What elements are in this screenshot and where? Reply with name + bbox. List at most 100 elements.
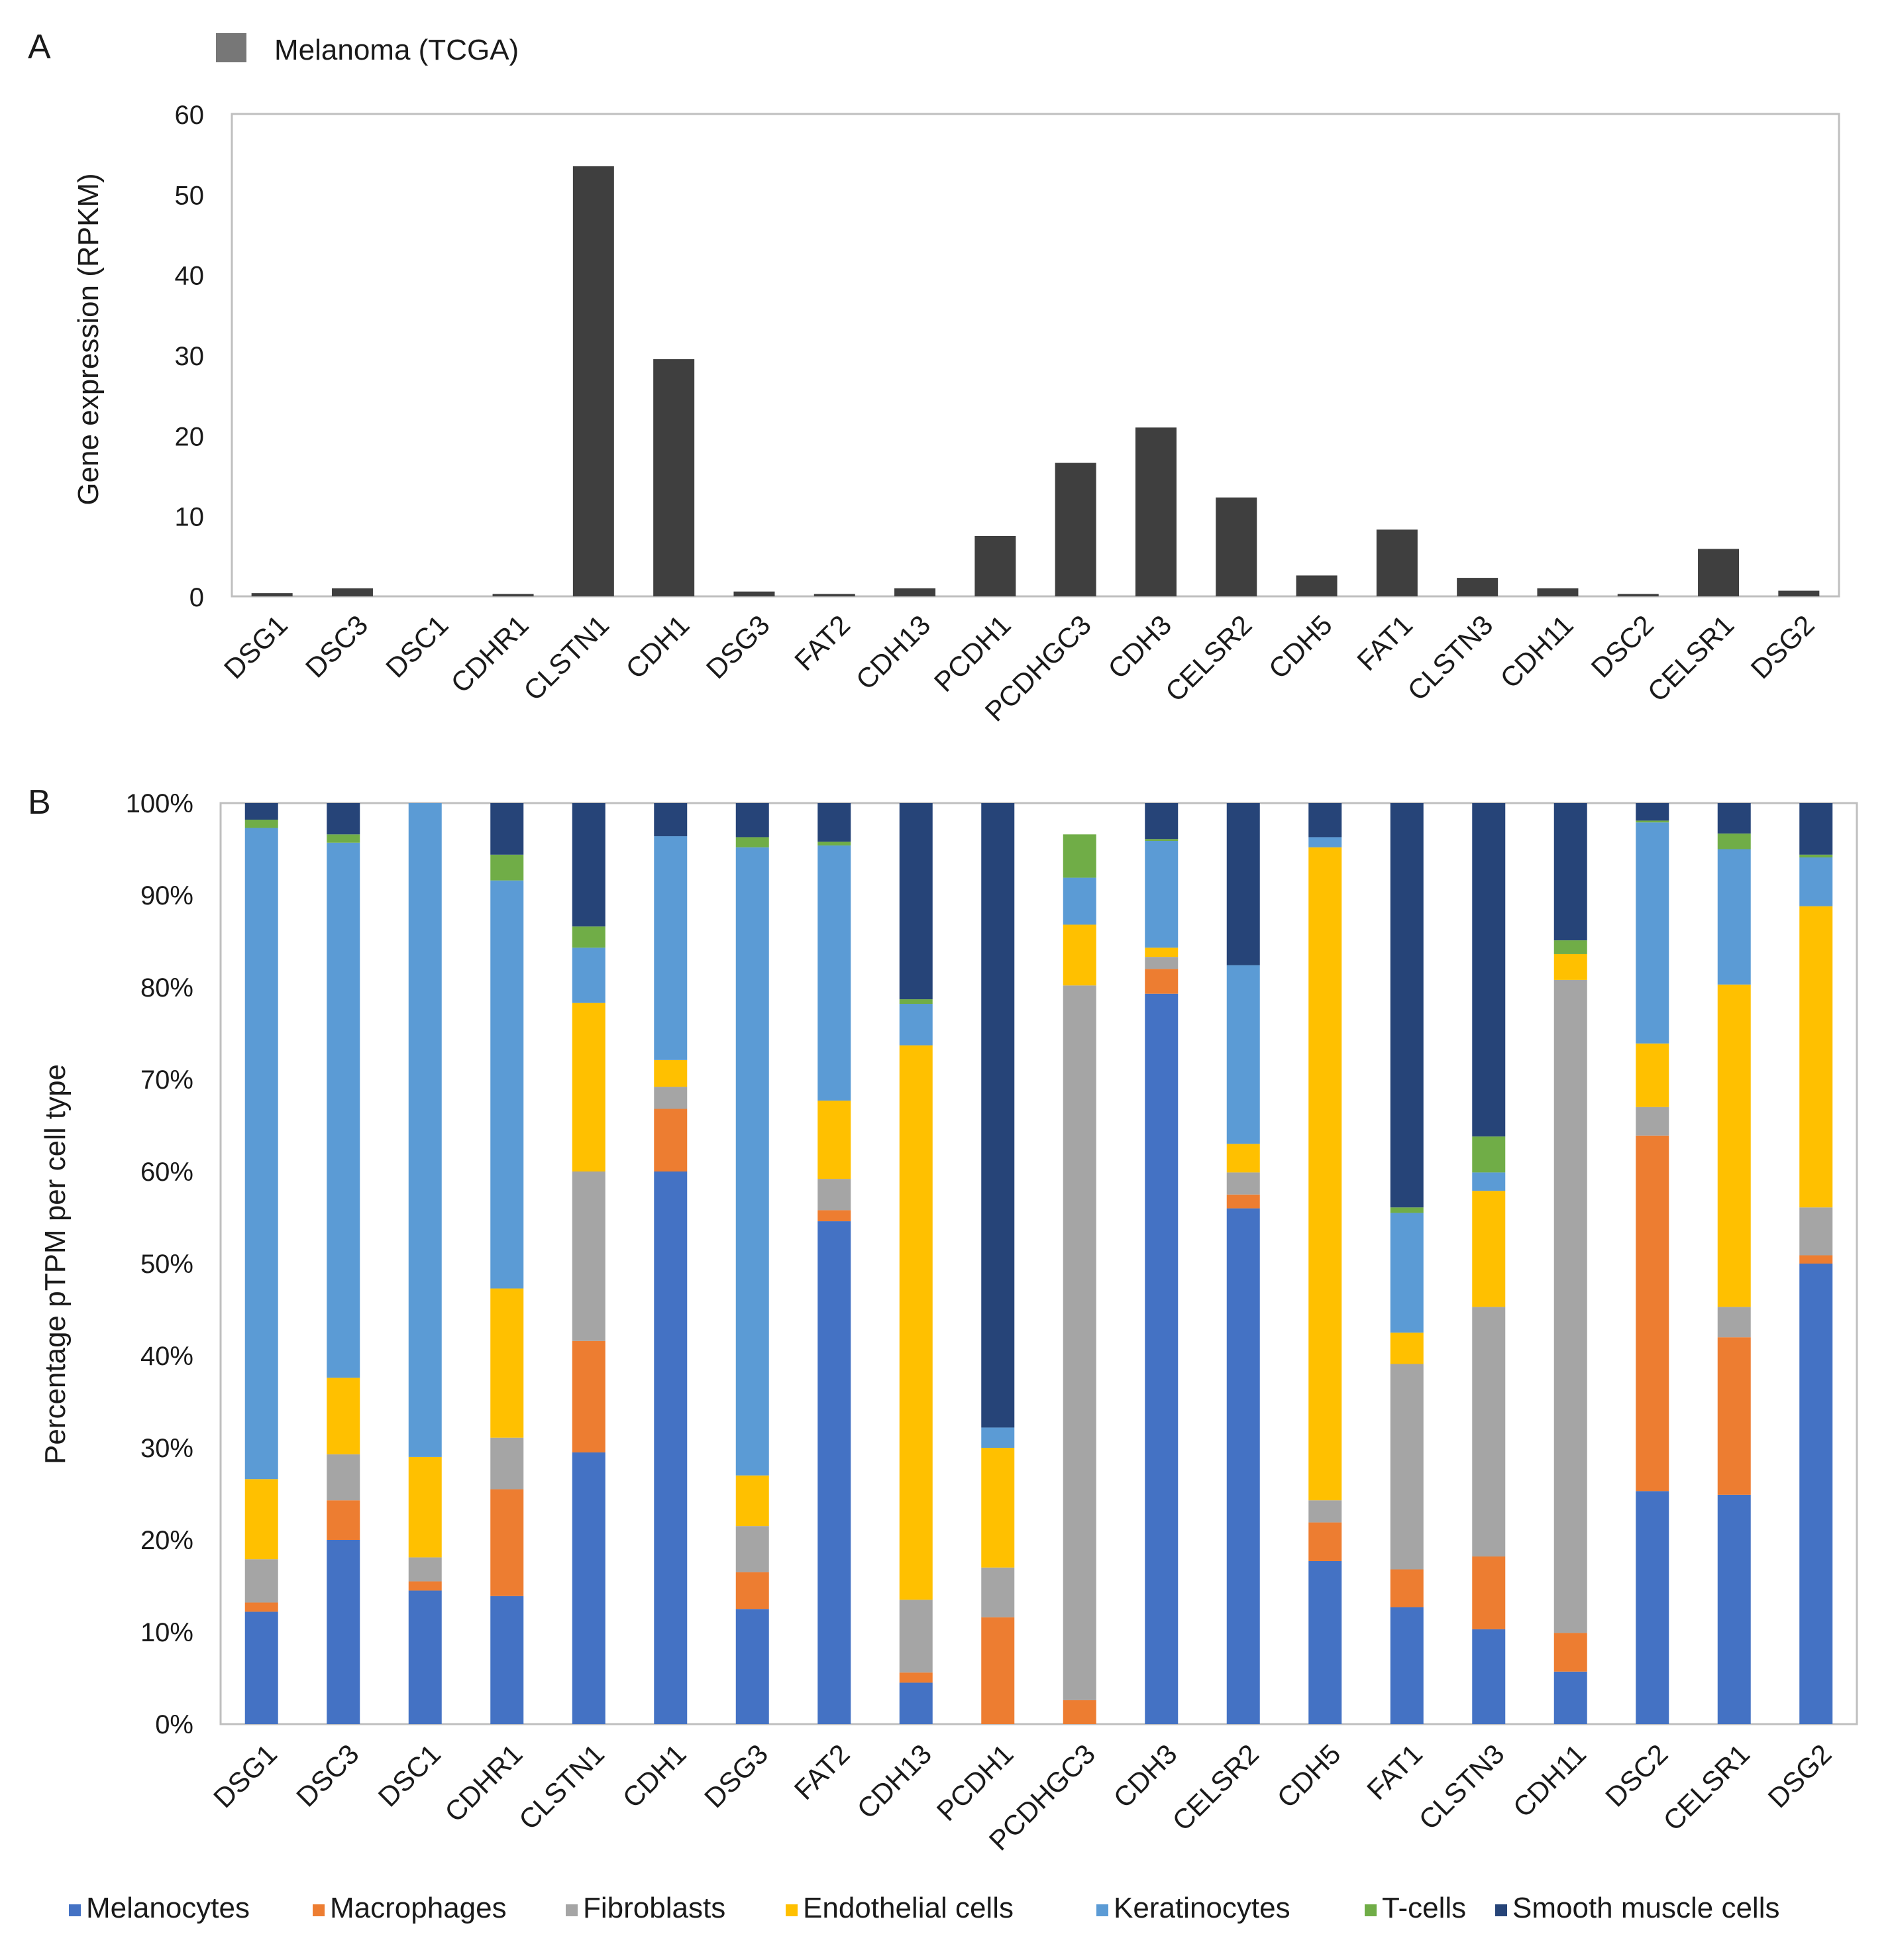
panel-b-segment-cdh11-endothelial-cells bbox=[1553, 953, 1587, 980]
panel-b-x-tick-fat2: FAT2 bbox=[788, 1738, 856, 1806]
panel-b-segment-pcdhgc3-macrophages bbox=[1063, 1700, 1096, 1724]
panel-a-legend-label: Melanoma (TCGA) bbox=[274, 34, 519, 66]
panel-b-segment-cdh3-macrophages bbox=[1145, 969, 1179, 994]
legend-swatch-endothelial-cells bbox=[786, 1904, 798, 1916]
panel-a-bar-fat1 bbox=[1376, 529, 1418, 596]
panel-b-segment-celsr1-melanocytes bbox=[1717, 1494, 1751, 1724]
legend-label-macrophages: Macrophages bbox=[330, 1892, 507, 1924]
panel-b-segment-cdh1-fibroblasts bbox=[654, 1087, 688, 1109]
panel-b-segment-celsr2-macrophages bbox=[1226, 1194, 1260, 1209]
panel-b-segment-cdh5-macrophages bbox=[1308, 1522, 1342, 1561]
panel-b-segment-cdh1-smooth-muscle-cells bbox=[654, 803, 688, 837]
panel-b-segment-dsg1-fibroblasts bbox=[244, 1559, 278, 1603]
panel-b-segment-cdhr1-smooth-muscle-cells bbox=[490, 803, 524, 855]
legend-label-smooth-muscle-cells: Smooth muscle cells bbox=[1512, 1892, 1779, 1924]
panel-b-segment-cdhr1-fibroblasts bbox=[490, 1437, 524, 1490]
panel-b-segment-pcdh1-endothelial-cells bbox=[981, 1448, 1015, 1568]
panel-b-segment-pcdhgc3-keratinocytes bbox=[1063, 877, 1096, 925]
panel-a-x-tick-cdh3: CDH3 bbox=[1102, 609, 1177, 684]
panel-a-bar-cdhr1 bbox=[492, 594, 534, 596]
panel-a-bar-cdh1 bbox=[653, 359, 695, 596]
panel-b-segment-dsc1-macrophages bbox=[408, 1581, 442, 1591]
panel-b-x-tick-dsg2: DSG2 bbox=[1762, 1738, 1838, 1814]
panel-a-x-tick-fat1: FAT1 bbox=[1351, 609, 1418, 677]
panel-b-segment-dsg1-endothelial-cells bbox=[244, 1479, 278, 1560]
panel-b-segment-celsr1-keratinocytes bbox=[1717, 849, 1751, 985]
panel-b-segment-cdh11-fibroblasts bbox=[1553, 979, 1587, 1633]
panel-b-segment-dsc3-macrophages bbox=[327, 1500, 360, 1540]
panel-a-x-tick-celsr2: CELSR2 bbox=[1159, 609, 1258, 708]
panel-a-bar-dsg1 bbox=[251, 593, 293, 596]
panel-a-bar-clstn3 bbox=[1457, 578, 1498, 596]
panel-b-segment-celsr2-keratinocytes bbox=[1226, 965, 1260, 1144]
panel-b-segment-dsc3-fibroblasts bbox=[327, 1454, 360, 1501]
panel-b-segment-cdhr1-endothelial-cells bbox=[490, 1288, 524, 1438]
panel-a-bar-cdh3 bbox=[1135, 427, 1177, 596]
panel-b-segment-clstn3-t-cells bbox=[1472, 1136, 1506, 1173]
panel-b-segment-cdh3-melanocytes bbox=[1145, 993, 1179, 1724]
panel-a-y-tick-40: 40 bbox=[175, 262, 205, 291]
panel-b-segment-pcdhgc3-fibroblasts bbox=[1063, 985, 1096, 1700]
panel-b-segment-fat2-endothelial-cells bbox=[817, 1100, 851, 1179]
legend-label-fibroblasts: Fibroblasts bbox=[583, 1892, 725, 1924]
panel-b-segment-dsg1-smooth-muscle-cells bbox=[244, 803, 278, 820]
panel-b-segment-fat1-fibroblasts bbox=[1390, 1364, 1424, 1570]
panel-b-segment-cdh11-macrophages bbox=[1553, 1633, 1587, 1672]
panel-a-letter: A bbox=[28, 28, 51, 66]
panel-b-segment-celsr1-smooth-muscle-cells bbox=[1717, 803, 1751, 834]
panel-b-segment-cdh13-keratinocytes bbox=[899, 1004, 933, 1046]
panel-b-segment-dsg3-macrophages bbox=[735, 1572, 769, 1609]
panel-b-segment-clstn1-t-cells bbox=[572, 926, 605, 948]
panel-b-segment-cdh13-fibroblasts bbox=[899, 1600, 933, 1673]
panel-b-segment-dsg3-melanocytes bbox=[735, 1609, 769, 1724]
panel-b-segment-dsg3-fibroblasts bbox=[735, 1526, 769, 1572]
panel-b-x-tick-dsc2: DSC2 bbox=[1599, 1738, 1673, 1812]
panel-b-segment-dsc2-fibroblasts bbox=[1636, 1107, 1669, 1136]
panel-b-segment-pcdh1-fibroblasts bbox=[981, 1567, 1015, 1617]
panel-b-x-tick-fat1: FAT1 bbox=[1361, 1738, 1428, 1806]
panel-b-segment-fat1-endothelial-cells bbox=[1390, 1333, 1424, 1364]
panel-b-segment-fat1-t-cells bbox=[1390, 1207, 1424, 1213]
panel-b-segment-dsc2-t-cells bbox=[1636, 820, 1669, 823]
panel-b-y-tick-0pct: 0% bbox=[155, 1710, 193, 1739]
panel-a-bar-fat2 bbox=[814, 594, 855, 596]
panel-b-segment-cdh5-melanocytes bbox=[1308, 1560, 1342, 1724]
panel-b-segment-fat1-melanocytes bbox=[1390, 1607, 1424, 1724]
panel-b-segment-pcdh1-macrophages bbox=[981, 1617, 1015, 1724]
panel-b-segment-celsr2-endothelial-cells bbox=[1226, 1144, 1260, 1173]
panel-b-segment-cdh13-smooth-muscle-cells bbox=[899, 803, 933, 1000]
panel-a-x-tick-dsg2: DSG2 bbox=[1745, 609, 1820, 684]
panel-b-x-tick-celsr2: CELSR2 bbox=[1166, 1738, 1265, 1837]
panel-a-x-tick-dsc1: DSC1 bbox=[380, 609, 454, 683]
panel-b-x-tick-cdh1: CDH1 bbox=[617, 1738, 692, 1814]
panel-b-segment-dsg2-melanocytes bbox=[1799, 1264, 1833, 1724]
panel-a-bar-dsc3 bbox=[331, 588, 373, 596]
panel-a-bar-clstn1 bbox=[572, 166, 614, 596]
panel-b-legend: Melanocytes Macrophages Fibroblasts Endothe… bbox=[69, 1892, 1779, 1924]
panel-b-segment-dsc2-smooth-muscle-cells bbox=[1636, 803, 1669, 821]
panel-a-x-tick-cdh11: CDH11 bbox=[1494, 609, 1579, 694]
panel-a-x-tick-fat2: FAT2 bbox=[788, 609, 856, 677]
panel-b-segment-cdh13-melanocytes bbox=[899, 1682, 933, 1724]
panel-b-segment-fat2-melanocytes bbox=[817, 1221, 851, 1724]
panel-b-segment-cdh1-keratinocytes bbox=[654, 836, 688, 1060]
panel-b-segment-cdh11-melanocytes bbox=[1553, 1671, 1587, 1724]
panel-a-y-tick-60: 60 bbox=[175, 101, 205, 130]
panel-b-segment-cdh11-t-cells bbox=[1553, 940, 1587, 954]
panel-b-letter: B bbox=[28, 783, 51, 822]
panel-b-segment-pcdhgc3-t-cells bbox=[1063, 834, 1096, 878]
panel-b-segment-pcdh1-smooth-muscle-cells bbox=[981, 803, 1015, 1428]
panel-b-segment-cdh13-t-cells bbox=[899, 999, 933, 1005]
panel-b-segment-clstn3-macrophages bbox=[1472, 1556, 1506, 1629]
panel-b-segment-dsg2-smooth-muscle-cells bbox=[1799, 803, 1833, 855]
panel-b-segment-clstn1-melanocytes bbox=[572, 1452, 605, 1724]
panel-b-segment-dsc3-t-cells bbox=[327, 834, 360, 843]
panel-a-bar-pcdh1 bbox=[974, 536, 1016, 596]
panel-b-segment-dsc1-keratinocytes bbox=[408, 803, 442, 1457]
panel-b-segment-cdh3-endothelial-cells bbox=[1145, 948, 1179, 957]
panel-a-bar-cdh11 bbox=[1537, 588, 1579, 596]
panel-a-x-tick-cdh13: CDH13 bbox=[850, 609, 937, 696]
panel-b-segment-dsg1-keratinocytes bbox=[244, 828, 278, 1480]
panel-b-segment-cdh13-macrophages bbox=[899, 1672, 933, 1683]
